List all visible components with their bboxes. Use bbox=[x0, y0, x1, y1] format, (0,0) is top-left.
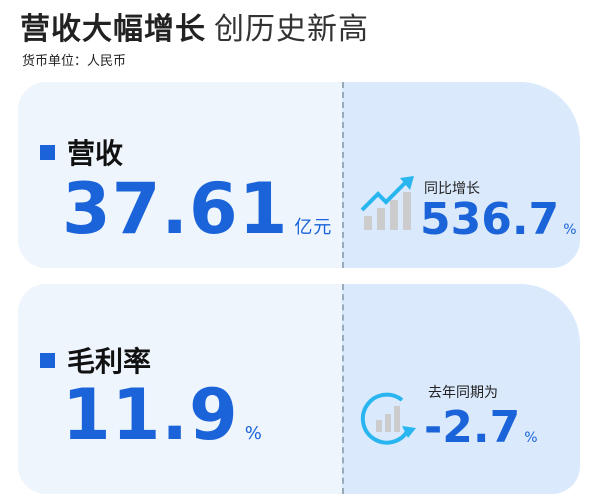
gross-margin-label: 毛利率 bbox=[40, 340, 151, 380]
revenue-label: 营收 bbox=[40, 132, 123, 172]
currency-note: 货币单位：人民币 bbox=[22, 54, 127, 69]
value-unit: 亿元 bbox=[294, 217, 333, 238]
revenue-compare-value: 536.7% bbox=[420, 194, 577, 245]
label-text: 营收 bbox=[67, 137, 124, 170]
revenue-card: 营收 37.61 亿元 同比增长 536.7% bbox=[18, 82, 580, 268]
compare-unit: % bbox=[563, 222, 577, 238]
revenue-compare-panel bbox=[342, 82, 580, 268]
label-text: 毛利率 bbox=[67, 345, 152, 378]
title-main: 营收大幅增长 bbox=[20, 12, 206, 47]
value-text: 37.61 bbox=[62, 168, 289, 250]
revenue-compare-label: 同比增长 bbox=[424, 181, 480, 197]
bullet-square-icon bbox=[40, 352, 55, 368]
title-sub: 创历史新高 bbox=[214, 12, 369, 47]
bullet-square-icon bbox=[40, 144, 55, 160]
gross-margin-card: 毛利率 11.9% 去年同期为 -2.7% bbox=[18, 284, 580, 494]
margin-compare-label: 去年同期为 bbox=[428, 385, 498, 401]
revenue-value: 37.61 亿元 bbox=[62, 168, 332, 250]
cycle-bar-chart-icon bbox=[360, 392, 416, 445]
value-text: 11.9 bbox=[62, 374, 239, 456]
page-title: 营收大幅增长 创历史新高 bbox=[20, 4, 369, 48]
trend-up-bar-chart-icon bbox=[360, 176, 414, 230]
margin-compare-panel bbox=[342, 284, 580, 494]
margin-compare-value: -2.7% bbox=[424, 402, 538, 453]
gross-margin-value: 11.9% bbox=[62, 374, 263, 456]
compare-value-text: -2.7 bbox=[424, 402, 521, 453]
compare-unit: % bbox=[524, 430, 538, 446]
compare-value-text: 536.7 bbox=[420, 194, 560, 245]
value-unit: % bbox=[244, 423, 263, 444]
